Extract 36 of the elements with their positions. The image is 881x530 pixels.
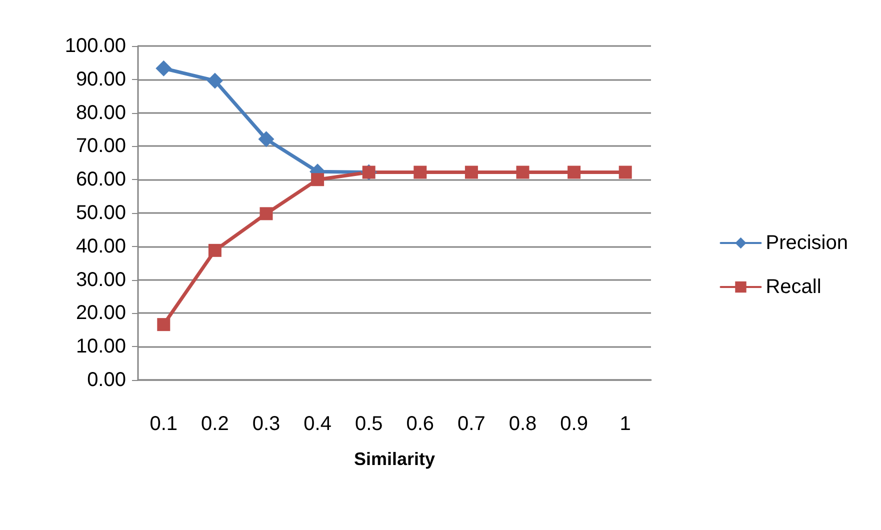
point: [157, 318, 170, 332]
legend-label: Precision: [766, 232, 848, 254]
point: [260, 207, 273, 220]
point: [206, 72, 223, 89]
y-tick-label: 90.00: [76, 68, 126, 90]
y-tick-label: 20.00: [76, 302, 126, 324]
point: [618, 166, 632, 179]
x-axis-title: Similarity: [354, 449, 436, 469]
x-tick-label: 0.8: [508, 413, 537, 435]
y-tick-label: 10.00: [76, 336, 126, 358]
y-tick-label: 30.00: [76, 268, 126, 291]
x-tick-label: 0.1: [150, 413, 178, 435]
point: [464, 166, 478, 179]
x-tick-label: 0.3: [252, 413, 280, 435]
y-tick-label: 100.00: [64, 35, 126, 57]
x-tick-label: 0.4: [304, 413, 332, 435]
point: [568, 166, 581, 179]
x-tick-label: 0.2: [201, 413, 229, 435]
point: [258, 131, 274, 148]
y-tick-label: 50.00: [76, 202, 126, 224]
y-tick-label: 40.00: [76, 235, 126, 258]
point: [414, 166, 427, 179]
legend-label: Recall: [766, 276, 822, 298]
x-tick-label: 0.6: [406, 413, 434, 435]
y-tick-label: 60.00: [76, 168, 126, 191]
y-tick-label: 80.00: [76, 102, 126, 124]
y-tick-label: 70.00: [76, 135, 126, 158]
x-tick-label: 0.5: [354, 413, 383, 435]
x-tick-label: 1: [620, 413, 631, 435]
point: [516, 166, 530, 179]
y-tick-label: 0.00: [87, 369, 126, 391]
point: [311, 173, 324, 186]
x-tick-label: 0.9: [560, 413, 588, 435]
point: [156, 60, 172, 76]
x-tick-label: 0.7: [458, 413, 486, 435]
point: [208, 244, 222, 257]
